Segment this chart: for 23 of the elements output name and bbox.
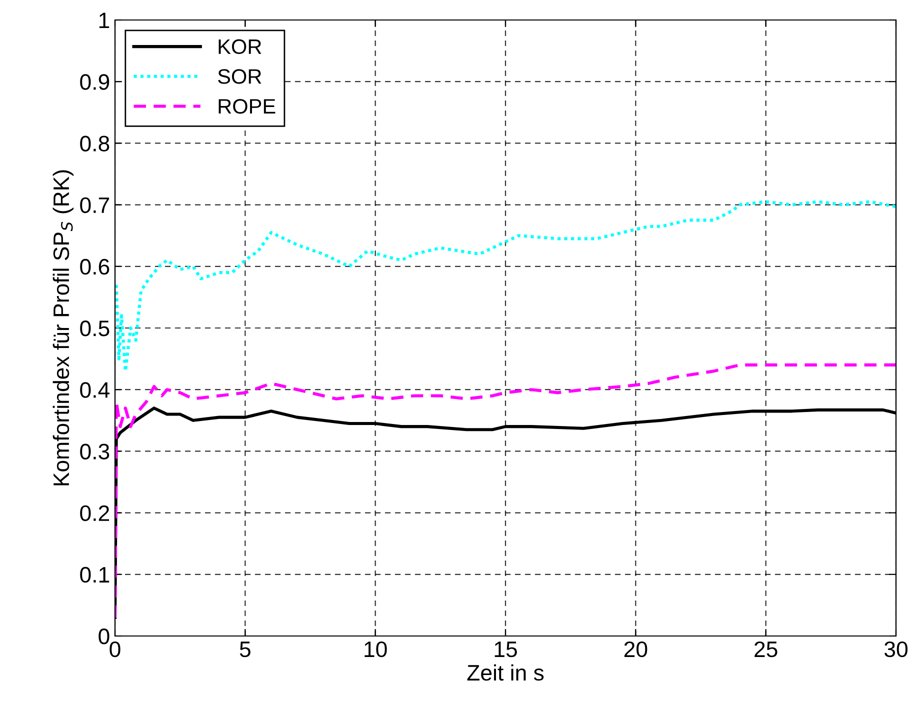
y-tick-label: 0.9	[80, 74, 110, 90]
x-tick-label: 30	[884, 641, 908, 658]
y-tick-label: 0.4	[80, 382, 110, 398]
y-tick-label: 1	[99, 12, 110, 28]
y-tick-label: 0.3	[80, 444, 110, 460]
x-tick-label: 5	[240, 642, 250, 658]
y-tick-label: 0.2	[80, 505, 110, 522]
legend-label: KOR	[218, 39, 262, 54]
x-tick-label: 20	[624, 641, 648, 658]
y-tick-label: 0	[98, 628, 110, 644]
x-tick-label: 0	[110, 641, 120, 658]
x-axis-title: Zeit in s	[467, 664, 544, 681]
y-tick-label: 0.1	[80, 566, 110, 583]
y-axis-title: Komfortindex für Profil SP$_{S}$ (RK)	[52, 170, 74, 486]
y-tick-label: 0.6	[80, 258, 110, 275]
y-tick-label: 0.8	[80, 136, 110, 152]
y-tick-label: 0.7	[80, 197, 110, 214]
x-tick-label: 25	[754, 641, 778, 658]
legend-label: SOR	[218, 69, 262, 84]
y-tick-label: 0.5	[80, 320, 110, 336]
legend-label: ROPE	[218, 98, 276, 114]
x-tick-label: 15	[494, 642, 517, 658]
x-tick-label: 10	[364, 641, 387, 658]
